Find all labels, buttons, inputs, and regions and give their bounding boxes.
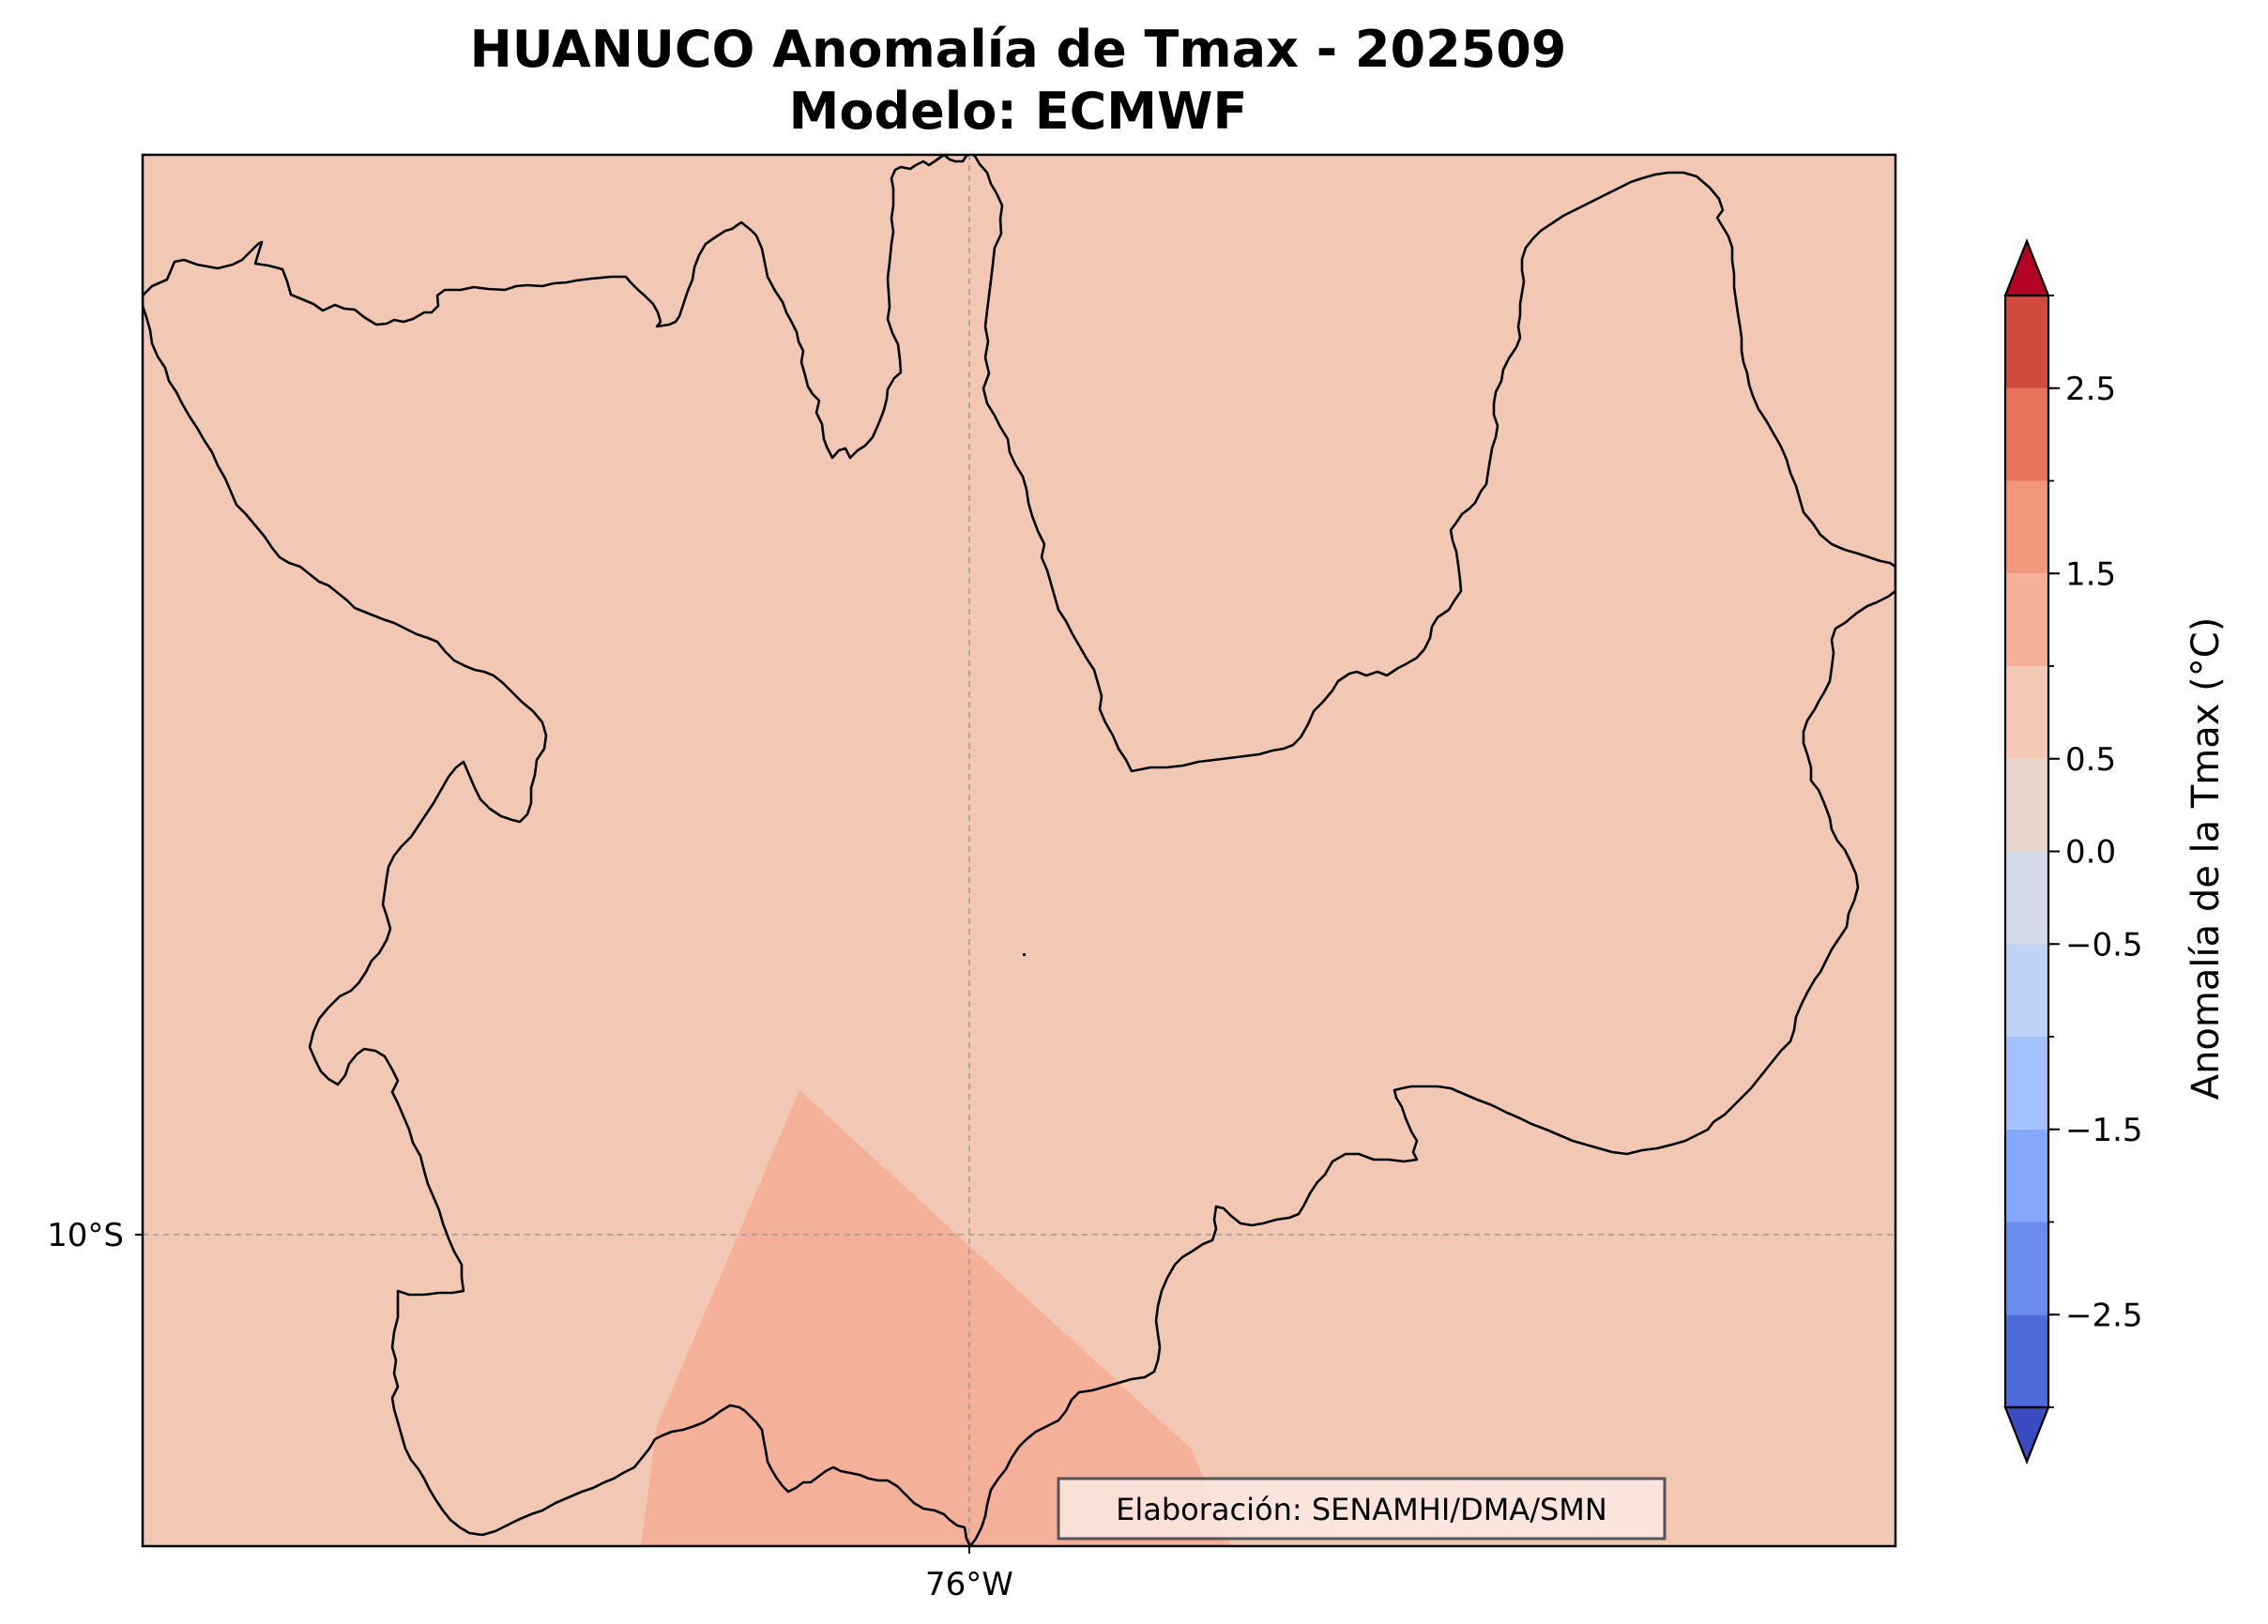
title-line-2: Modelo: ECMWF — [788, 82, 1248, 141]
colorbar: 2.5 1.5 0.5 0.0 −0.5 −1.5 −2.5 Anomalía de la … — [2003, 238, 2228, 1465]
colorbar-segment — [2005, 944, 2048, 1037]
colorbar-tick-label: 2.5 — [2065, 371, 2116, 408]
map-axes: 76°W 10°S Elaboración: SENAMHI/DMA/SMN — [47, 153, 1897, 1603]
region-boundary — [143, 155, 1895, 1546]
chart-title: HUANUCO Anomalía de Tmax - 202509 Modelo… — [0, 19, 2036, 143]
colorbar-segment — [2005, 666, 2048, 759]
colorbar-segment — [2005, 758, 2048, 852]
colorbar-segment — [2005, 1314, 2048, 1407]
colorbar-segment — [2005, 851, 2048, 945]
map-frame — [141, 153, 1897, 1548]
colorbar-segment — [2005, 480, 2048, 574]
lat-tick-label: 10°S — [47, 1217, 124, 1254]
colorbar-ticks: 2.5 1.5 0.5 0.0 −0.5 −1.5 −2.5 — [2048, 295, 2143, 1408]
colorbar-extend-top — [2003, 238, 2050, 297]
colorbar-segment — [2005, 1222, 2048, 1315]
title-line-1: HUANUCO Anomalía de Tmax - 202509 — [469, 20, 1567, 79]
credit-text: Elaboración: SENAMHI/DMA/SMN — [1116, 1492, 1607, 1527]
colorbar-segment — [2005, 1129, 2048, 1222]
colorbar-tick-label: 1.5 — [2065, 555, 2116, 593]
colorbar-label: Anomalía de la Tmax (°C) — [2184, 617, 2228, 1100]
colorbar-tick-label: 0.0 — [2065, 834, 2116, 872]
colorbar-segment — [2005, 387, 2048, 481]
credit-box: Elaboración: SENAMHI/DMA/SMN — [1057, 1477, 1667, 1541]
colorbar-segments — [2005, 296, 2048, 1407]
colorbar-extend-bottom — [2003, 1405, 2050, 1465]
data-point-marker — [1023, 953, 1026, 956]
colorbar-segment — [2005, 573, 2048, 666]
colorbar-tick-label: −1.5 — [2065, 1112, 2143, 1149]
colorbar-tick-label: −0.5 — [2065, 926, 2143, 964]
colorbar-tick-label: 0.5 — [2065, 741, 2116, 779]
lon-tick-label: 76°W — [925, 1566, 1013, 1603]
anomaly-warm-patch — [641, 1090, 1231, 1546]
colorbar-segment — [2005, 296, 2048, 388]
credit-box-frame — [1057, 1477, 1667, 1541]
colorbar-segment — [2005, 1037, 2048, 1130]
colorbar-tick-label: −2.5 — [2065, 1297, 2143, 1334]
